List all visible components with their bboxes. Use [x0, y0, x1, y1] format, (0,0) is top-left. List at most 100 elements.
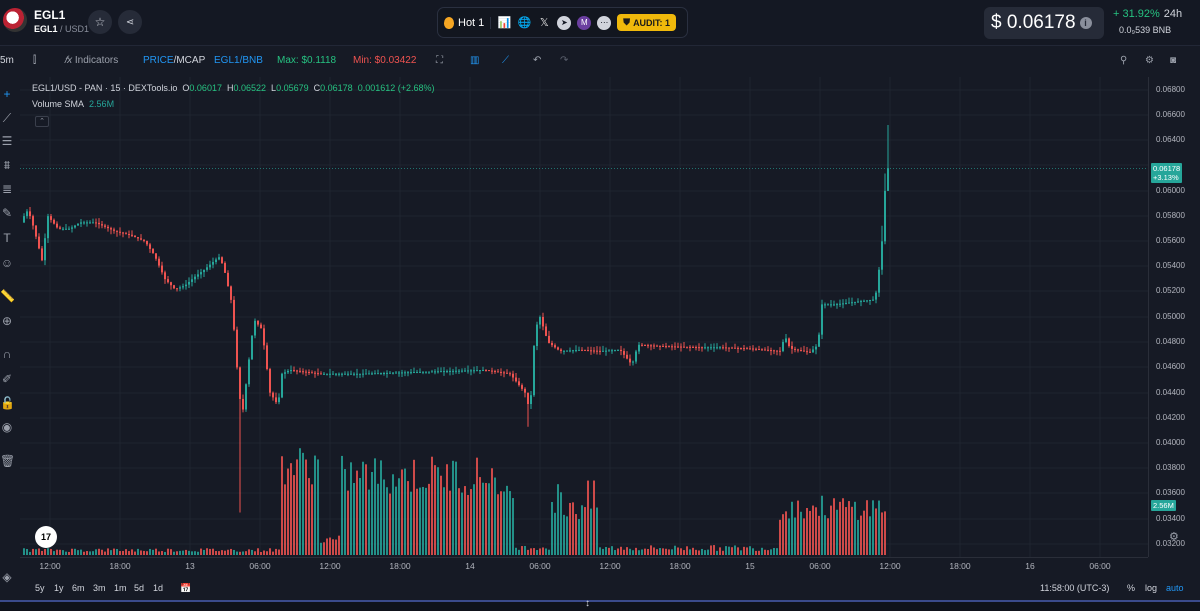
price-axis[interactable]: 0.06800 0.06600 0.06400 0.06000 0.05800 0.056…	[1148, 77, 1200, 557]
volume-bar	[314, 455, 316, 555]
range-button-5d[interactable]: 5d	[134, 583, 145, 593]
volume-bar	[371, 471, 373, 555]
crosshair-icon[interactable]: +	[3, 87, 11, 101]
range-button-5y[interactable]: 5y	[35, 583, 45, 593]
text-icon[interactable]: T	[3, 231, 11, 245]
volume-bar	[587, 480, 589, 555]
legend-high: 0.06522	[233, 83, 267, 93]
volume-bar	[485, 482, 487, 555]
pair-quote: USD1	[65, 24, 90, 34]
horizontal-lines-icon[interactable]: ☰	[1, 134, 13, 148]
trash-icon[interactable]: 🗑	[0, 454, 16, 468]
gear-icon[interactable]: ⚙	[1145, 55, 1154, 66]
volume-bar	[476, 457, 478, 555]
more-icon[interactable]: ⋯	[597, 15, 612, 30]
candle-body	[263, 328, 265, 346]
candle-body	[536, 324, 538, 347]
candle-body	[35, 225, 37, 237]
candle-body	[281, 373, 283, 398]
candle-body	[284, 372, 286, 374]
candle-body	[224, 263, 226, 273]
tradingview-logo[interactable]: 17	[35, 526, 57, 548]
candle-body	[119, 231, 121, 233]
volume-bar	[713, 545, 715, 555]
dex-icon[interactable]: M	[577, 15, 592, 30]
volume-bar	[761, 547, 763, 555]
calendar-icon[interactable]: 📅	[180, 583, 192, 593]
volume-bar	[863, 510, 865, 555]
indicators-button[interactable]: 𝑓x Indicators	[64, 55, 118, 66]
volume-bar	[641, 549, 643, 555]
candle-body	[620, 349, 622, 352]
volume-bar	[119, 551, 121, 555]
hot-badge[interactable]: Hot 1	[444, 16, 492, 29]
volume-bar	[671, 549, 673, 555]
lock-drawing-icon[interactable]: ✐	[1, 372, 13, 386]
volume-bar	[401, 469, 403, 555]
indicator-settings-icon[interactable]: ⚲	[1120, 55, 1128, 66]
layers-icon[interactable]: ◈	[2, 570, 12, 584]
volume-bar	[254, 551, 256, 555]
pair-toggle[interactable]: EGL1/BNB	[214, 55, 263, 66]
candle-body	[596, 350, 598, 352]
line-chart-icon[interactable]: ⟋	[502, 55, 509, 66]
volume-bar	[146, 551, 148, 555]
candle-body	[677, 346, 679, 348]
candle-body	[152, 248, 154, 254]
axis-settings-icon[interactable]: ⚙	[1169, 531, 1179, 543]
candle-body	[791, 346, 793, 349]
range-button-3m[interactable]: 3m	[93, 583, 106, 593]
range-button-1m[interactable]: 1m	[114, 583, 127, 593]
resize-handle[interactable]: ↕	[0, 598, 1200, 611]
magnet-icon[interactable]: ∩	[2, 347, 12, 361]
redo-icon[interactable]: ↷	[560, 55, 569, 66]
collapse-legend-button[interactable]: ⌃	[35, 116, 49, 127]
time-tick: 18:00	[389, 561, 411, 571]
eye-icon[interactable]: ◉	[1, 420, 13, 434]
bars-icon[interactable]: ▥	[470, 55, 480, 66]
chart-icon[interactable]: 📊	[497, 17, 512, 29]
info-icon[interactable]: i	[1079, 17, 1092, 29]
price-chart[interactable]	[20, 77, 1148, 557]
brush-icon[interactable]: ✎	[1, 206, 13, 220]
undo-icon[interactable]: ↶	[533, 55, 542, 66]
candle-body	[398, 372, 400, 374]
pitchfork-icon[interactable]: ⩩	[3, 158, 11, 172]
trend-line-icon[interactable]: ⟋	[2, 111, 12, 125]
zoom-icon[interactable]: ⊕	[1, 314, 13, 328]
time-axis[interactable]: 12:00 18:00 13 06:00 12:00 18:00 14 06:00 12:00 1…	[20, 557, 1148, 573]
globe-icon[interactable]: 🌐	[517, 17, 532, 29]
volume-bar	[794, 517, 796, 555]
candle-body	[584, 349, 586, 351]
volume-bar	[368, 489, 370, 555]
fib-icon[interactable]: ≣	[1, 182, 13, 196]
price-mcap-toggle[interactable]: PRICE/MCAP	[143, 55, 205, 66]
candle-body	[701, 347, 703, 349]
log-toggle[interactable]: log	[1145, 583, 1158, 593]
range-button-6m[interactable]: 6m	[72, 583, 85, 593]
candle-body	[503, 372, 505, 374]
share-button[interactable]: ⋖	[118, 10, 142, 34]
timezone-label[interactable]: 11:58:00 (UTC-3)	[1040, 583, 1110, 593]
candle-body	[557, 347, 559, 350]
range-button-1y[interactable]: 1y	[54, 583, 64, 593]
lock-icon[interactable]: 🔓	[0, 396, 15, 410]
favorite-button[interactable]: ☆	[88, 10, 112, 34]
volume-bar	[686, 546, 688, 555]
emoji-icon[interactable]: ☺	[0, 256, 14, 270]
fullscreen-icon[interactable]: ⛶	[436, 55, 443, 66]
candle-body	[845, 303, 847, 305]
candle-body	[278, 397, 280, 403]
telegram-icon[interactable]: ➤	[557, 15, 572, 30]
auto-toggle[interactable]: auto	[1166, 583, 1184, 593]
percent-toggle[interactable]: %	[1127, 583, 1136, 593]
x-twitter-icon[interactable]: 𝕏	[539, 17, 549, 29]
candle-body	[524, 388, 526, 393]
range-button-1d[interactable]: 1d	[153, 583, 164, 593]
audit-badge[interactable]: ⛊ AUDIT: 1	[617, 14, 677, 31]
candle-body	[194, 276, 196, 280]
camera-icon[interactable]: ◙	[1170, 55, 1177, 66]
ruler-icon[interactable]: 📏	[0, 289, 15, 303]
candle-type-icon[interactable]: ⫿	[33, 55, 37, 66]
interval-selector[interactable]: 5m	[0, 55, 14, 66]
